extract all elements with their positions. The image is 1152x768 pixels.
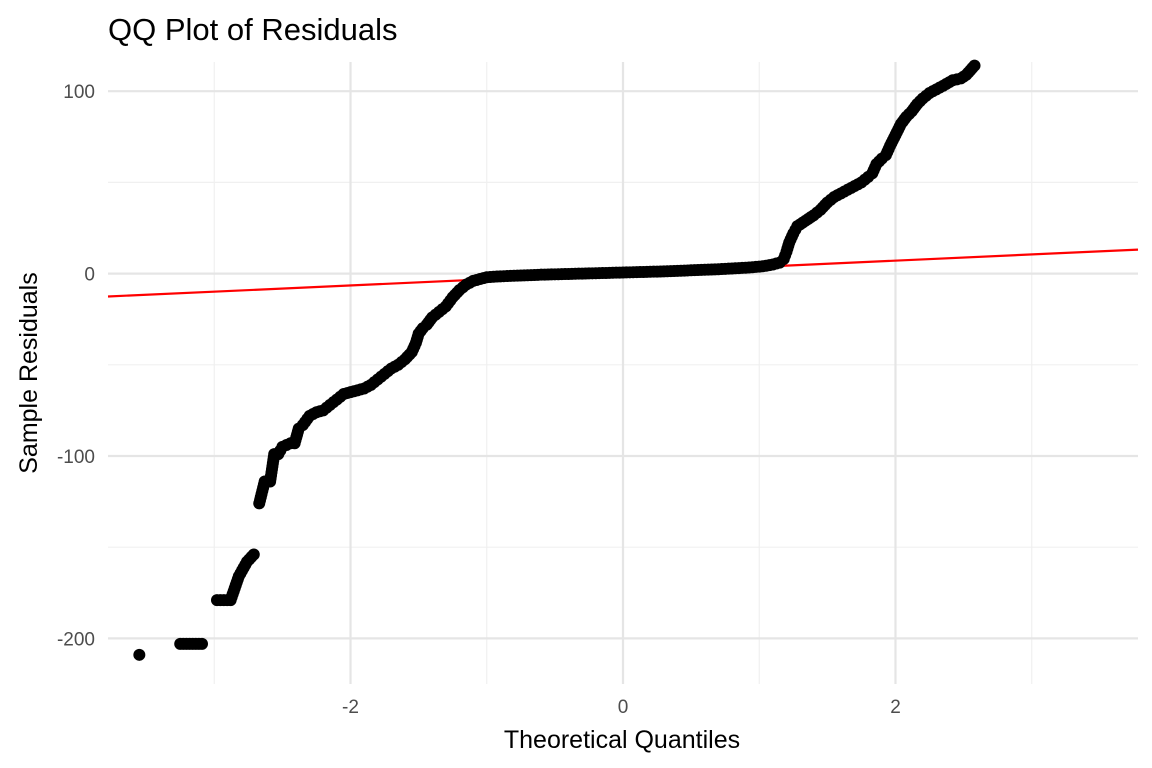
data-point bbox=[196, 637, 209, 650]
data-point bbox=[968, 59, 981, 72]
x-tick-label: 0 bbox=[618, 697, 629, 718]
x-axis-title: Theoretical Quantiles bbox=[504, 726, 740, 754]
x-tick-label: -2 bbox=[342, 697, 359, 718]
y-tick-label: 100 bbox=[63, 82, 95, 103]
y-tick-label: -200 bbox=[57, 629, 95, 650]
y-tick-label: 0 bbox=[84, 265, 95, 286]
chart-title: QQ Plot of Residuals bbox=[108, 12, 397, 47]
data-point bbox=[133, 648, 146, 661]
data-points bbox=[133, 59, 981, 661]
x-tick-labels: -2 0 2 bbox=[342, 697, 901, 718]
y-axis-title: Sample Residuals bbox=[15, 272, 43, 474]
grid-lines bbox=[108, 62, 1138, 684]
data-point bbox=[247, 548, 260, 561]
x-tick-label: 2 bbox=[890, 697, 901, 718]
y-tick-labels: -200 -100 0 100 bbox=[57, 82, 95, 650]
y-tick-label: -100 bbox=[57, 447, 95, 468]
